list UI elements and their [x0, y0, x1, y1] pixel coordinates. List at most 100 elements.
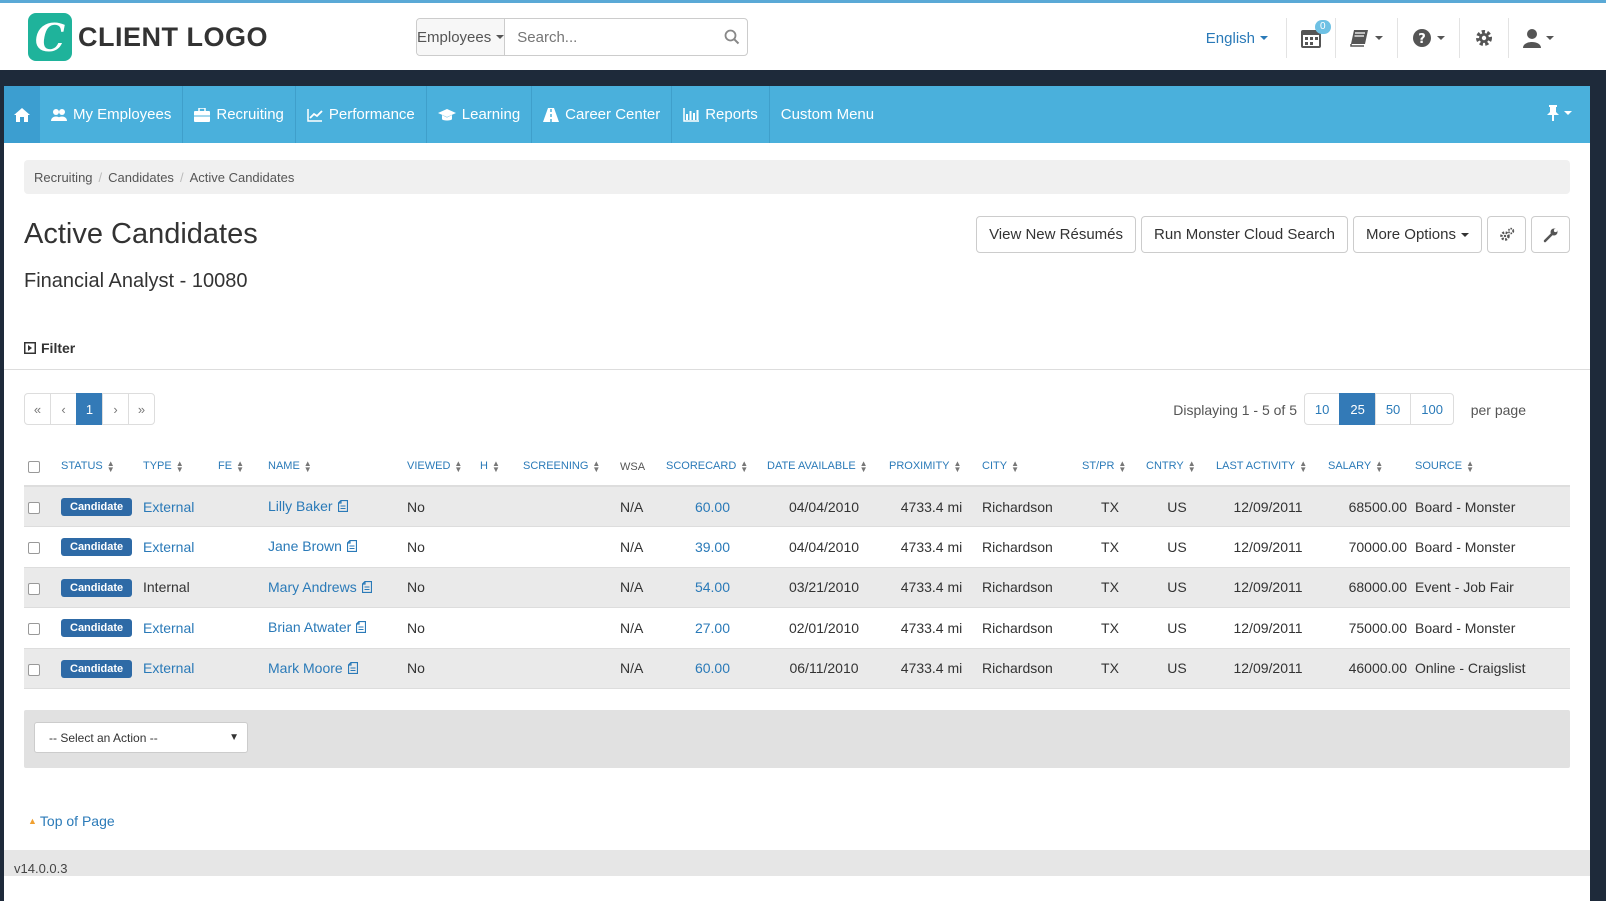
- row-checkbox[interactable]: [28, 623, 40, 636]
- nav-custom-menu[interactable]: Custom Menu: [770, 86, 885, 143]
- table-header-row: STATUS ▲ ▼ TYPE ▲ ▼ FE ▲ ▼ NAME ▲ ▼ VIEWED ▲ ▼ H ▲ ▼…: [24, 448, 1570, 487]
- scorecard-link[interactable]: 54.00: [662, 567, 763, 608]
- breadcrumb-separator: /: [179, 169, 184, 185]
- top-of-page-link[interactable]: ▲ Top of Page: [28, 813, 115, 829]
- nav-recruiting[interactable]: Recruiting: [183, 86, 296, 143]
- breadcrumb-separator: /: [98, 169, 103, 185]
- last-page-button[interactable]: »: [128, 393, 155, 425]
- type-link[interactable]: External: [139, 607, 214, 649]
- pin-icon: [1547, 105, 1559, 121]
- resume-icon[interactable]: [356, 620, 367, 636]
- client-logo[interactable]: C CLIENT LOGO: [28, 13, 268, 61]
- settings-button[interactable]: [1460, 18, 1509, 58]
- nav-performance[interactable]: Performance: [296, 86, 427, 143]
- col-state[interactable]: ST/PR ▲ ▼: [1078, 448, 1142, 487]
- viewed-cell: No: [403, 648, 476, 689]
- scorecard-link[interactable]: 39.00: [662, 526, 763, 568]
- col-scorecard[interactable]: SCORECARD ▲ ▼: [662, 448, 763, 487]
- page-1-button[interactable]: 1: [76, 393, 103, 425]
- user-menu-button[interactable]: [1509, 18, 1568, 58]
- language-dropdown[interactable]: English: [1206, 18, 1287, 58]
- nav-career-center[interactable]: Career Center: [532, 86, 673, 143]
- col-fe[interactable]: FE ▲ ▼: [214, 448, 264, 487]
- resume-icon[interactable]: [346, 539, 358, 555]
- row-checkbox[interactable]: [28, 542, 40, 555]
- nav-label: Career Center: [565, 106, 661, 123]
- per-page-25[interactable]: 25: [1339, 393, 1376, 425]
- search-icon[interactable]: [716, 19, 747, 55]
- per-page-50[interactable]: 50: [1374, 393, 1412, 425]
- col-label: PROXIMITY: [889, 460, 950, 473]
- first-page-button[interactable]: «: [24, 393, 51, 425]
- next-page-button[interactable]: ›: [102, 393, 129, 425]
- tools-button[interactable]: [1531, 216, 1570, 253]
- col-source[interactable]: SOURCE ▲ ▼: [1411, 448, 1570, 487]
- row-checkbox[interactable]: [28, 582, 40, 595]
- nav-home[interactable]: [4, 86, 40, 143]
- col-proximity[interactable]: PROXIMITY ▲ ▼: [885, 448, 978, 487]
- global-search: Employees: [416, 18, 748, 56]
- candidate-name-link[interactable]: Mark Moore: [268, 659, 343, 676]
- nav-my-employees[interactable]: My Employees: [40, 86, 184, 143]
- breadcrumb-current: Active Candidates: [189, 169, 295, 185]
- source-cell: Board - Monster: [1411, 526, 1570, 568]
- sort-icon: ▲ ▼: [592, 458, 601, 474]
- breadcrumb-item[interactable]: Candidates: [108, 169, 174, 185]
- nav-reports[interactable]: Reports: [672, 86, 770, 143]
- resume-icon[interactable]: [347, 661, 358, 677]
- table-row: Candidate External Jane Brown No N/A 39.…: [24, 526, 1570, 568]
- col-salary[interactable]: SALARY ▲ ▼: [1324, 448, 1411, 487]
- filter-toggle[interactable]: Filter: [24, 340, 75, 356]
- bulk-action-select[interactable]: -- Select an Action -- ▼: [34, 722, 248, 753]
- search-input[interactable]: [505, 19, 717, 55]
- col-last-activity[interactable]: LAST ACTIVITY ▲ ▼: [1212, 448, 1324, 487]
- col-screening[interactable]: SCREENING ▲ ▼: [519, 448, 616, 487]
- candidate-name-link[interactable]: Mary Andrews: [268, 578, 357, 595]
- col-name[interactable]: NAME ▲ ▼: [264, 448, 403, 487]
- row-select-cell: [24, 526, 57, 568]
- type-link[interactable]: External: [139, 648, 214, 689]
- type-link[interactable]: External: [139, 526, 214, 568]
- candidate-name-link[interactable]: Brian Atwater: [268, 619, 352, 636]
- calendar-button[interactable]: 0: [1287, 18, 1336, 58]
- sort-icon: ▲ ▼: [1118, 458, 1127, 474]
- col-viewed[interactable]: VIEWED ▲ ▼: [403, 448, 476, 487]
- help-button[interactable]: ?: [1398, 18, 1460, 58]
- candidate-name-link[interactable]: Lilly Baker: [268, 497, 333, 514]
- run-monster-search-button[interactable]: Run Monster Cloud Search: [1141, 216, 1348, 253]
- resume-icon[interactable]: [337, 499, 348, 515]
- scorecard-link[interactable]: 27.00: [662, 607, 763, 649]
- nav-learning[interactable]: Learning: [427, 86, 533, 143]
- logo-text: CLIENT LOGO: [78, 21, 268, 52]
- row-checkbox[interactable]: [28, 501, 40, 514]
- more-options-button[interactable]: More Options: [1352, 216, 1482, 253]
- col-date-available[interactable]: DATE AVAILABLE ▲ ▼: [763, 448, 885, 487]
- per-page-10[interactable]: 10: [1303, 393, 1341, 425]
- select-all-checkbox[interactable]: [28, 460, 40, 473]
- col-status[interactable]: STATUS ▲ ▼: [57, 448, 139, 487]
- scorecard-link[interactable]: 60.00: [662, 486, 763, 527]
- per-page-100[interactable]: 100: [1410, 393, 1454, 425]
- view-new-resumes-button[interactable]: View New Résumés: [976, 216, 1137, 253]
- col-label: LAST ACTIVITY: [1216, 460, 1296, 473]
- col-city[interactable]: CITY ▲ ▼: [978, 448, 1078, 487]
- col-h[interactable]: H ▲ ▼: [476, 448, 519, 487]
- resume-icon[interactable]: [361, 580, 372, 596]
- row-checkbox[interactable]: [28, 663, 40, 676]
- user-icon: [1523, 29, 1541, 48]
- search-scope-dropdown[interactable]: Employees: [417, 19, 506, 55]
- col-country[interactable]: CNTRY ▲ ▼: [1142, 448, 1212, 487]
- candidate-name-link[interactable]: Jane Brown: [268, 538, 342, 555]
- breadcrumb-item[interactable]: Recruiting: [34, 169, 93, 185]
- col-type[interactable]: TYPE ▲ ▼: [139, 448, 214, 487]
- state-cell: TX: [1078, 486, 1142, 527]
- col-label: SCREENING: [523, 460, 589, 473]
- scorecard-link[interactable]: 60.00: [662, 648, 763, 689]
- tasks-button[interactable]: [1336, 18, 1398, 58]
- proximity-cell: 4733.4 mi: [885, 648, 978, 689]
- configure-button[interactable]: [1487, 216, 1526, 253]
- nav-pin-button[interactable]: [1547, 105, 1572, 121]
- prev-page-button[interactable]: ‹: [50, 393, 77, 425]
- type-link[interactable]: External: [139, 486, 214, 527]
- h-cell: [476, 486, 519, 527]
